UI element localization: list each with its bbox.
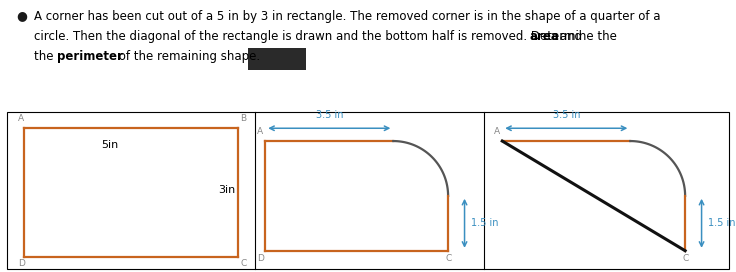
- Text: C: C: [240, 259, 247, 268]
- Text: area: area: [530, 30, 560, 43]
- Text: A: A: [495, 128, 500, 137]
- Text: 5in: 5in: [101, 140, 118, 150]
- Text: 1.5 in: 1.5 in: [708, 218, 735, 228]
- Text: 3.5 in: 3.5 in: [316, 110, 343, 120]
- Text: circle. Then the diagonal of the rectangle is drawn and the bottom half is remov: circle. Then the diagonal of the rectang…: [34, 30, 620, 43]
- Text: the: the: [34, 50, 57, 63]
- Text: A: A: [258, 128, 263, 137]
- Text: 3.5 in: 3.5 in: [553, 110, 580, 120]
- Text: and: and: [556, 30, 582, 43]
- Text: D: D: [18, 259, 24, 268]
- Text: C: C: [682, 254, 688, 263]
- Text: A corner has been cut out of a 5 in by 3 in rectangle. The removed corner is in : A corner has been cut out of a 5 in by 3…: [34, 10, 660, 23]
- Text: 1.5 in: 1.5 in: [471, 218, 498, 228]
- Text: perimeter: perimeter: [57, 50, 123, 63]
- Text: A: A: [18, 114, 24, 123]
- Text: C: C: [445, 254, 451, 263]
- Text: ●: ●: [17, 10, 27, 23]
- Text: B: B: [240, 114, 246, 123]
- Text: D: D: [258, 254, 264, 263]
- FancyBboxPatch shape: [248, 48, 306, 70]
- Text: of the remaining shape.: of the remaining shape.: [115, 50, 260, 63]
- Text: 3in: 3in: [219, 184, 236, 194]
